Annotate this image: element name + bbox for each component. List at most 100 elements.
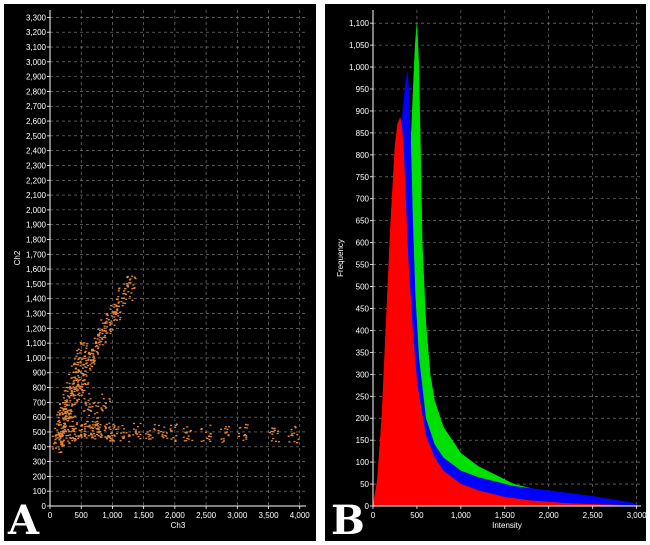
y-tick-label: 950 bbox=[356, 85, 370, 94]
scatter-point bbox=[66, 411, 69, 414]
scatter-point bbox=[89, 398, 92, 400]
scatter-point bbox=[81, 379, 84, 382]
scatter-point bbox=[88, 403, 91, 405]
panel-label-b: B bbox=[331, 497, 365, 541]
scatter-point bbox=[101, 344, 104, 346]
scatter-point bbox=[53, 443, 56, 445]
scatter-point bbox=[85, 359, 88, 362]
x-tick-label: 1,000 bbox=[451, 511, 472, 520]
scatter-point bbox=[226, 428, 229, 430]
scatter-point bbox=[68, 409, 71, 411]
scatter-point bbox=[101, 330, 104, 332]
scatter-point bbox=[290, 428, 293, 431]
scatter-point bbox=[245, 434, 248, 437]
scatter-point bbox=[75, 422, 78, 424]
scatter-point bbox=[67, 418, 70, 420]
scatter-point bbox=[134, 277, 137, 280]
scatter-point bbox=[77, 375, 80, 377]
scatter-point bbox=[60, 440, 63, 442]
scatter-point bbox=[95, 345, 98, 347]
scatter-point bbox=[123, 292, 126, 295]
scatter-point bbox=[185, 432, 188, 434]
scatter-point bbox=[77, 379, 80, 382]
scatter-point bbox=[60, 431, 63, 433]
scatter-point bbox=[69, 386, 72, 388]
scatter-point bbox=[147, 433, 150, 435]
scatter-point bbox=[121, 305, 124, 307]
scatter-point bbox=[77, 385, 80, 387]
scatter-point bbox=[77, 389, 80, 391]
scatter-point bbox=[96, 351, 99, 354]
scatter-point bbox=[65, 413, 68, 415]
scatter-point bbox=[109, 330, 112, 332]
scatter-point bbox=[58, 434, 61, 436]
scatter-point bbox=[64, 412, 67, 415]
scatter-point bbox=[149, 434, 152, 437]
scatter-point bbox=[116, 312, 119, 314]
scatter-point bbox=[119, 318, 122, 321]
scatter-point bbox=[105, 317, 108, 320]
scatter-point bbox=[105, 332, 108, 334]
scatter-point bbox=[76, 399, 79, 401]
scatter-point bbox=[245, 427, 248, 429]
scatter-point bbox=[124, 302, 127, 304]
scatter-point bbox=[115, 304, 118, 306]
scatter-point bbox=[63, 428, 66, 431]
scatter-point bbox=[64, 405, 67, 408]
scatter-point bbox=[162, 436, 165, 439]
scatter-point bbox=[102, 398, 105, 400]
scatter-point bbox=[105, 320, 108, 323]
scatter-point bbox=[288, 441, 291, 443]
scatter-point bbox=[58, 448, 61, 450]
scatter-point bbox=[100, 408, 103, 411]
scatter-point bbox=[90, 426, 93, 428]
scatter-point bbox=[94, 346, 97, 348]
y-tick-label: 300 bbox=[33, 458, 47, 467]
scatter-point bbox=[100, 434, 103, 436]
scatter-point bbox=[83, 398, 86, 400]
scatter-point bbox=[73, 390, 76, 393]
scatter-point bbox=[88, 424, 91, 426]
scatter-point bbox=[64, 389, 67, 392]
scatter-point bbox=[104, 402, 107, 405]
scatter-point bbox=[62, 413, 65, 415]
y-tick-label: 1,200 bbox=[26, 324, 47, 333]
scatter-point bbox=[59, 436, 62, 438]
scatter-point bbox=[89, 427, 92, 429]
scatter-point bbox=[94, 438, 97, 440]
scatter-point bbox=[109, 332, 112, 334]
scatter-point bbox=[123, 428, 126, 430]
scatter-point bbox=[73, 386, 76, 389]
scatter-point bbox=[88, 351, 91, 354]
scatter-point bbox=[189, 430, 192, 433]
scatter-point bbox=[55, 442, 58, 444]
scatter-point bbox=[62, 419, 65, 421]
scatter-point bbox=[80, 436, 83, 438]
scatter-point bbox=[147, 436, 150, 438]
scatter-point bbox=[82, 375, 85, 377]
scatter-point bbox=[87, 399, 90, 402]
scatter-point bbox=[58, 412, 61, 414]
scatter-point bbox=[128, 435, 131, 437]
scatter-point bbox=[106, 332, 109, 334]
y-tick-label: 2,600 bbox=[26, 117, 47, 126]
scatter-point bbox=[76, 364, 79, 366]
x-tick-label: 0 bbox=[48, 511, 53, 520]
scatter-point bbox=[64, 430, 67, 432]
scatter-point bbox=[85, 347, 88, 349]
scatter-point bbox=[145, 437, 148, 440]
scatter-point bbox=[93, 413, 96, 415]
scatter-point bbox=[112, 313, 115, 315]
scatter-point bbox=[84, 355, 87, 357]
scatter-point bbox=[90, 359, 93, 361]
scatter-point bbox=[124, 288, 127, 290]
x-tick-label: 1,500 bbox=[134, 511, 155, 520]
scatter-point bbox=[85, 362, 88, 364]
scatter-point bbox=[122, 302, 125, 304]
x-tick-label: 3,500 bbox=[259, 511, 280, 520]
scatter-point bbox=[91, 349, 94, 352]
scatter-point bbox=[99, 336, 102, 339]
scatter-point bbox=[202, 440, 205, 442]
scatter-point bbox=[97, 402, 100, 404]
scatter-point bbox=[101, 338, 104, 340]
